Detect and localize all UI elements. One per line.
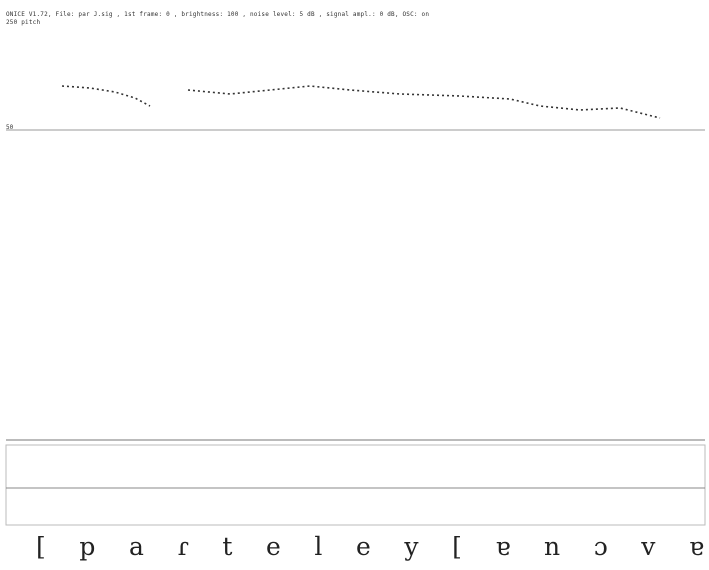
waveform [65,476,660,500]
phone-symbol: ɾ [177,532,189,561]
spectrogram [64,140,685,437]
pitch-contour [187,85,661,119]
phone-symbol: ɐ [495,532,511,561]
waveform-box [5,444,706,526]
phone-symbol: n [543,532,561,561]
phone-symbol: ɐ [689,532,704,561]
pitch-contour [61,85,151,107]
scale-label: 50 [6,124,14,131]
phone-symbol: e [266,532,281,561]
phone-symbol: e [356,532,371,561]
phone-symbol: [ [452,532,462,561]
phone-symbol: t [222,532,233,561]
phone-symbol: y [404,532,419,561]
phone-symbol: ɔ [593,532,608,561]
pitch-label: 250 pitch [6,19,41,26]
phone-symbol: a [128,532,144,561]
phone-symbol: l [314,532,323,561]
transcription: [ p a ɾ t e l e y [ ɐ n ɔ v ɐ [36,532,704,561]
phone-symbol: [ [36,532,46,561]
header-info: ONICE V1.72, File: par J.sig , 1st frame… [6,11,430,18]
phone-symbol: v [641,532,656,561]
phone-symbol: p [79,532,96,561]
spectrogram-figure [5,85,706,526]
